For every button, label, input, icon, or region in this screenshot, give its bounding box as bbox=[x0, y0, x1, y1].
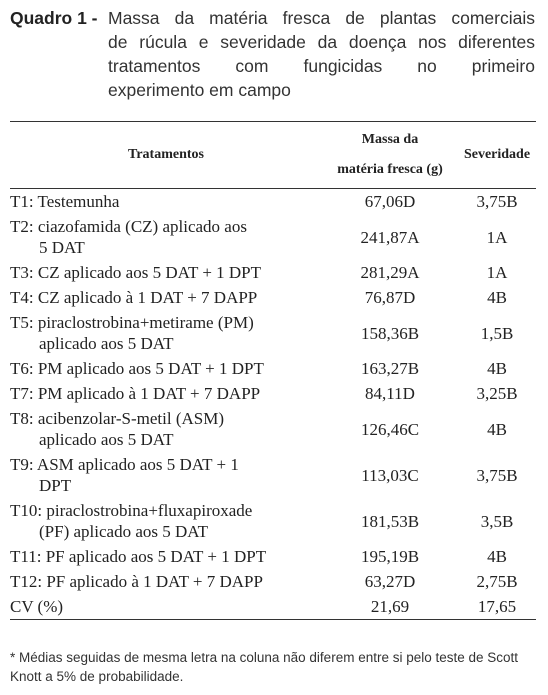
severity-cell: 1A bbox=[486, 227, 508, 247]
treatment-line: aplicado aos 5 DAT bbox=[39, 334, 174, 353]
header-row: Tratamentos Massa da matéria fresca (g) … bbox=[10, 121, 536, 189]
header-treatment: Tratamentos bbox=[128, 147, 204, 162]
treatment-line: T9: ASM aplicado aos 5 DAT + 1 bbox=[10, 455, 239, 474]
severity-cell: 3,75B bbox=[476, 192, 518, 211]
severity-cell: 2,75B bbox=[476, 572, 518, 591]
mass-cell: 76,87D bbox=[364, 288, 416, 307]
severity-cell: 17,65 bbox=[477, 597, 517, 616]
table-row: T6: PM aplicado aos 5 DAT + 1 DPT 163,27B… bbox=[10, 356, 536, 381]
header-severity: Severidade bbox=[463, 147, 531, 162]
caption: Quadro 1 - Massa da matéria fresca de pl… bbox=[10, 6, 535, 102]
treatment-cell: T6: PM aplicado aos 5 DAT + 1 DPT bbox=[10, 356, 322, 381]
severity-cell: 4B bbox=[487, 359, 507, 378]
mass-cell: 84,11D bbox=[365, 384, 415, 403]
header-mass: Massa da matéria fresca (g) bbox=[322, 122, 458, 189]
treatment-line: CV (%) bbox=[10, 597, 64, 616]
header-mass-line: matéria fresca (g) bbox=[337, 162, 443, 177]
treatment-line: T8: acibenzolar-S-metil (ASM) bbox=[10, 409, 224, 428]
mass-cell: 113,03C bbox=[361, 465, 419, 485]
treatment-cell: T4: CZ aplicado à 1 DAT + 7 DAPP bbox=[10, 285, 322, 310]
treatment-cell: T5: piraclostrobina+metirame (PM) aplicad… bbox=[10, 310, 322, 356]
mass-cell: 126,46C bbox=[360, 419, 420, 439]
treatment-cell: T10: piraclostrobina+fluxapiroxade (PF) a… bbox=[10, 498, 322, 544]
table-header: Tratamentos Massa da matéria fresca (g) … bbox=[10, 121, 536, 189]
treatment-line: T3: CZ aplicado aos 5 DAT + 1 DPT bbox=[10, 263, 262, 282]
table-row: T10: piraclostrobina+fluxapiroxade (PF) a… bbox=[10, 498, 536, 544]
table-row: T3: CZ aplicado aos 5 DAT + 1 DPT 281,29A… bbox=[10, 260, 536, 285]
caption-line: Massa da matéria fresca de plantas comer… bbox=[108, 8, 535, 28]
mass-cell: 281,29A bbox=[360, 263, 420, 282]
table-row: T9: ASM aplicado aos 5 DAT + 1 DPT 113,03C… bbox=[10, 452, 536, 498]
caption-line: de rúcula e severidade da doença nos dif… bbox=[108, 32, 535, 52]
table-row: T11: PF aplicado aos 5 DAT + 1 DPT 195,19… bbox=[10, 544, 536, 569]
table-row: T5: piraclostrobina+metirame (PM) aplicad… bbox=[10, 310, 536, 356]
table-body: T1: Testemunha 67,06D 3,75B T2: ciazofamida… bbox=[10, 189, 536, 620]
severity-cell: 3,25B bbox=[476, 384, 518, 403]
mass-cell: 21,69 bbox=[370, 597, 410, 616]
severity-cell: 1,5B bbox=[480, 323, 514, 343]
treatment-cell: T8: acibenzolar-S-metil (ASM) aplicado ao… bbox=[10, 406, 322, 452]
treatment-cell: T2: ciazofamida (CZ) aplicado aos 5 DAT bbox=[10, 214, 322, 260]
mass-cell: 63,27D bbox=[364, 572, 416, 591]
treatment-line: T4: CZ aplicado à 1 DAT + 7 DAPP bbox=[10, 288, 258, 307]
treatment-line: T2: ciazofamida (CZ) aplicado aos bbox=[10, 217, 247, 236]
treatment-line: T12: PF aplicado à 1 DAT + 7 DAPP bbox=[10, 572, 263, 591]
treatment-line: T1: Testemunha bbox=[10, 192, 120, 211]
treatment-line: 5 DAT bbox=[39, 238, 85, 257]
treatment-cell: T7: PM aplicado à 1 DAT + 7 DAPP bbox=[10, 381, 322, 406]
caption-label: Quadro 1 - bbox=[10, 8, 98, 28]
treatment-line: T10: piraclostrobina+fluxapiroxade bbox=[10, 501, 253, 520]
treatment-cell: CV (%) bbox=[10, 594, 322, 620]
treatment-cell: T12: PF aplicado à 1 DAT + 7 DAPP bbox=[10, 569, 322, 594]
table-row: T8: acibenzolar-S-metil (ASM) aplicado ao… bbox=[10, 406, 536, 452]
treatment-line: aplicado aos 5 DAT bbox=[39, 430, 174, 449]
severity-cell: 1A bbox=[486, 263, 508, 282]
header-mass-line: Massa da bbox=[361, 132, 419, 147]
treatment-cell: T9: ASM aplicado aos 5 DAT + 1 DPT bbox=[10, 452, 322, 498]
treatment-line: T5: piraclostrobina+metirame (PM) bbox=[10, 313, 254, 332]
mass-cell: 181,53B bbox=[360, 511, 420, 531]
treatment-line: (PF) aplicado aos 5 DAT bbox=[39, 522, 209, 541]
treatment-line: T7: PM aplicado à 1 DAT + 7 DAPP bbox=[10, 384, 261, 403]
severity-cell: 4B bbox=[487, 419, 507, 439]
footnote: * Médias seguidas de mesma letra na colu… bbox=[10, 650, 519, 684]
severity-cell: 3,75B bbox=[476, 465, 518, 485]
treatment-cell: T11: PF aplicado aos 5 DAT + 1 DPT bbox=[10, 544, 322, 569]
mass-cell: 195,19B bbox=[360, 547, 420, 566]
mass-cell: 158,36B bbox=[360, 323, 420, 343]
treatment-line: T6: PM aplicado aos 5 DAT + 1 DPT bbox=[10, 359, 264, 378]
table-row: CV (%) 21,69 17,65 bbox=[10, 594, 536, 620]
treatment-cell: T3: CZ aplicado aos 5 DAT + 1 DPT bbox=[10, 260, 322, 285]
treatment-line: T11: PF aplicado aos 5 DAT + 1 DPT bbox=[10, 547, 267, 566]
severity-cell: 4B bbox=[487, 288, 507, 307]
table-row: T7: PM aplicado à 1 DAT + 7 DAPP 84,11D 3,… bbox=[10, 381, 536, 406]
caption-line: tratamentos com fungicidas no primeiro bbox=[108, 56, 535, 76]
table-row: T12: PF aplicado à 1 DAT + 7 DAPP 63,27D 2… bbox=[10, 569, 536, 594]
table-row: T2: ciazofamida (CZ) aplicado aos 5 DAT 24… bbox=[10, 214, 536, 260]
mass-cell: 241,87A bbox=[360, 227, 420, 247]
results-table: Tratamentos Massa da matéria fresca (g) … bbox=[10, 121, 536, 620]
table-row: T1: Testemunha 67,06D 3,75B bbox=[10, 189, 536, 215]
table-row: T4: CZ aplicado à 1 DAT + 7 DAPP 76,87D 4B bbox=[10, 285, 536, 310]
treatment-cell: T1: Testemunha bbox=[10, 189, 322, 215]
mass-cell: 67,06D bbox=[364, 192, 416, 211]
severity-cell: 3,5B bbox=[480, 511, 514, 531]
severity-cell: 4B bbox=[487, 547, 507, 566]
caption-line: experimento em campo bbox=[108, 80, 291, 100]
caption-text: Massa da matéria fresca de plantas comer… bbox=[108, 6, 535, 102]
treatment-line: DPT bbox=[39, 476, 72, 495]
mass-cell: 163,27B bbox=[360, 359, 420, 378]
